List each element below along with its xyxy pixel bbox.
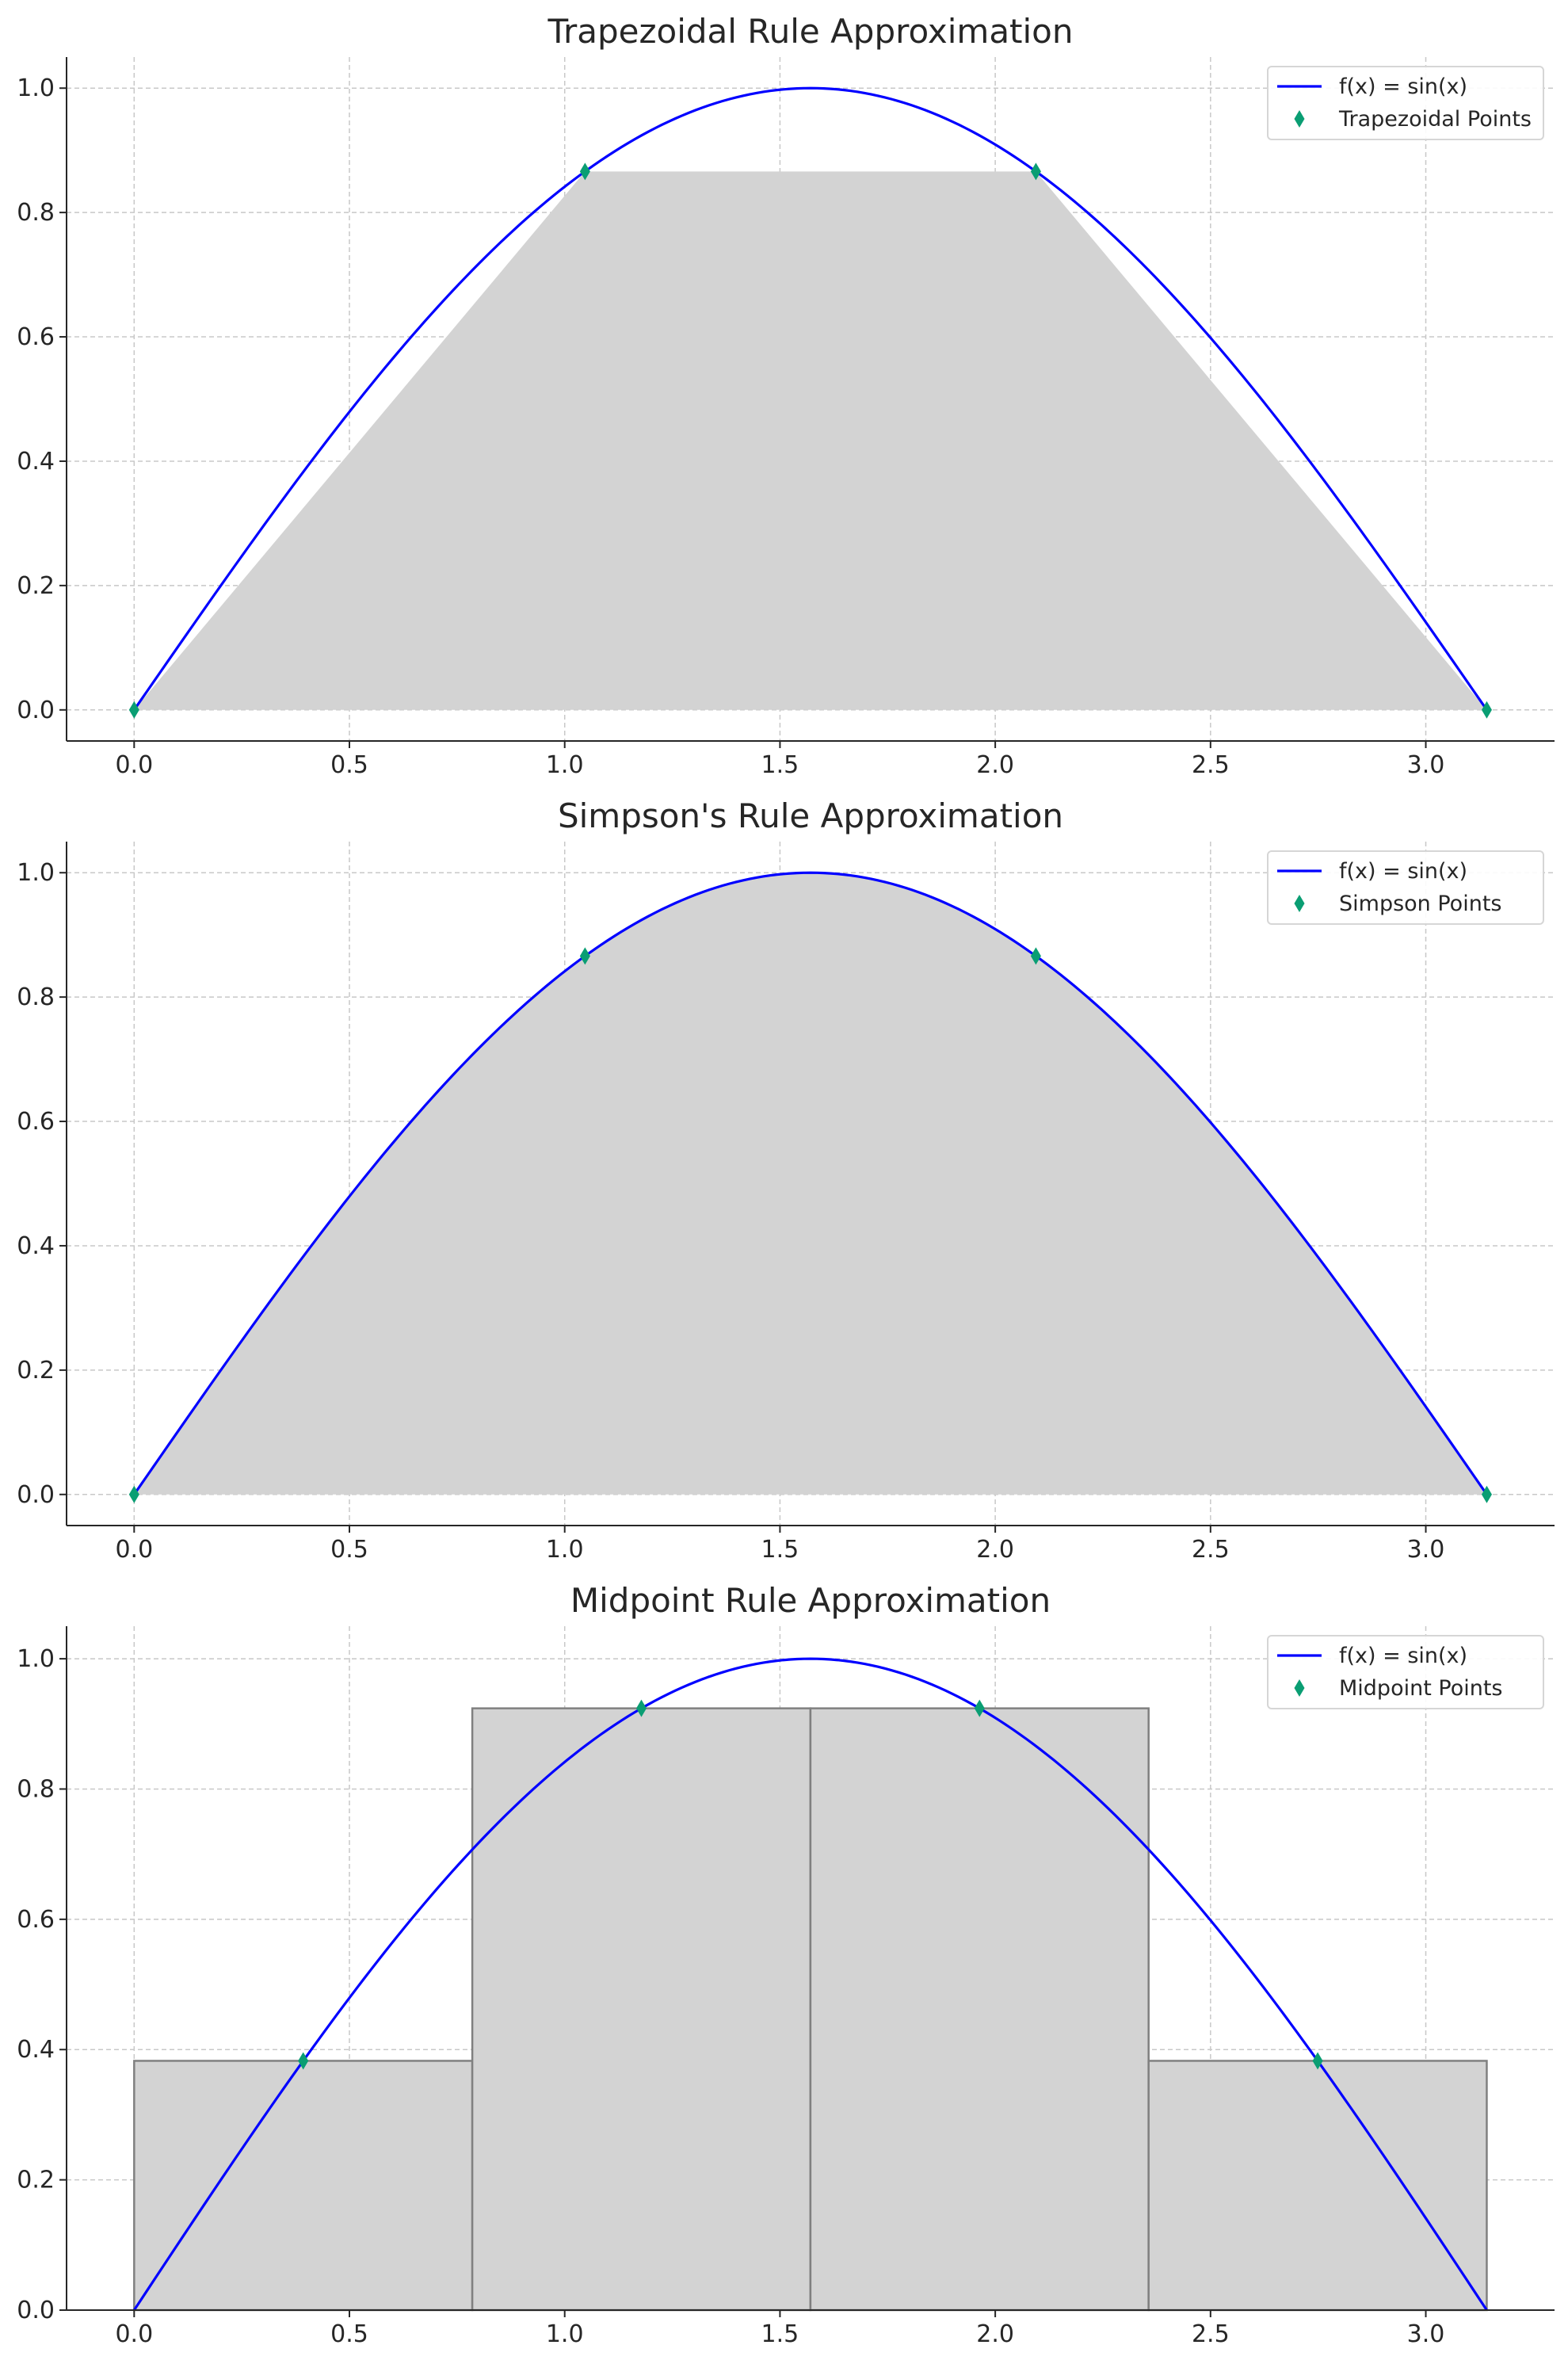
chart-3-x-tick-label: 3.0	[1407, 2320, 1445, 2348]
chart-3-midpoint-bar	[809, 1707, 1150, 2312]
chart-1-area-fill	[134, 171, 1487, 710]
chart-2-point	[1481, 1485, 1492, 1503]
chart-3-x-tick-label: 0.5	[330, 2320, 368, 2348]
chart-3-y-tick-label: 0.8	[17, 1775, 55, 1803]
chart-1-y-tick-label: 0.2	[17, 572, 55, 600]
chart-3-legend: f(x) = sin(x) Midpoint Points	[1267, 1635, 1544, 1709]
chart-2-x-tick-label: 2.5	[1192, 1536, 1230, 1564]
chart-2-x-tick-label: 1.0	[546, 1536, 584, 1564]
chart-2-y-tick-label: 0.4	[17, 1232, 55, 1260]
chart-3-midpoint-bar	[133, 2060, 474, 2312]
chart-1-point	[128, 701, 139, 719]
chart-3-x-tick-label: 0.0	[115, 2320, 153, 2348]
chart-2-point	[1030, 947, 1041, 965]
chart-1-legend-label-points: Trapezoidal Points	[1338, 107, 1532, 132]
chart-1-x-tick-label: 0.0	[115, 751, 153, 779]
chart-3-y-tick-label: 0.4	[17, 2036, 55, 2064]
chart-1-y-tick-label: 0.8	[17, 199, 55, 227]
chart-1-x-tick-label: 1.0	[546, 751, 584, 779]
chart-1-x-tick-label: 2.5	[1192, 751, 1230, 779]
chart-1-y-tick-label: 1.0	[17, 74, 55, 102]
chart-3-y-tick-label: 1.0	[17, 1645, 55, 1673]
chart-2-y-tick-label: 0.0	[17, 1481, 55, 1509]
chart-1-legend-label-curve: f(x) = sin(x)	[1339, 74, 1467, 99]
chart-1-legend: f(x) = sin(x) Trapezoidal Points	[1267, 66, 1544, 140]
chart-1-point	[579, 162, 590, 181]
chart-3-point	[974, 1699, 985, 1717]
chart-3-point	[635, 1699, 647, 1717]
chart-2-legend-point-swatch	[1294, 895, 1305, 912]
chart-2-legend-box	[1267, 850, 1544, 925]
chart-1-x-tick-label: 1.5	[761, 751, 799, 779]
chart-1-x-tick-label: 2.0	[976, 751, 1014, 779]
chart-2-legend-label-points: Simpson Points	[1339, 892, 1501, 916]
chart-3-x-tick-label: 2.0	[976, 2320, 1014, 2348]
chart-3-point	[298, 2052, 309, 2070]
chart-1-title: Trapezoidal Rule Approximation	[547, 12, 1073, 51]
chart-3-legend-label-curve: f(x) = sin(x)	[1339, 1644, 1467, 1668]
chart-3-title: Midpoint Rule Approximation	[570, 1581, 1051, 1620]
chart-3-legend-point-swatch	[1294, 1679, 1305, 1697]
chart-2-x-tick-label: 2.0	[976, 1536, 1014, 1564]
chart-2-x-tick-label: 1.5	[761, 1536, 799, 1564]
chart-2-x-tick-label: 0.5	[330, 1536, 368, 1564]
chart-3-y-tick-label: 0.2	[17, 2167, 55, 2194]
chart-2-y-tick-label: 0.6	[17, 1108, 55, 1136]
chart-1-legend-point-swatch	[1294, 110, 1305, 128]
chart-1-curve-line	[132, 86, 1488, 711]
chart-3-x-tick-label: 1.0	[546, 2320, 584, 2348]
chart-2-title: Simpson's Rule Approximation	[558, 796, 1063, 835]
chart-2-curve-line	[132, 871, 1488, 1495]
chart-2-point	[128, 1485, 139, 1503]
chart-2-legend-label-curve: f(x) = sin(x)	[1339, 859, 1467, 884]
subplot-1: 0.0 0.5 1.0 1.5 2.0 2.5 3.0 0.0 0.2 0.4 0.6 0.8 1.0 T…	[17, 12, 1555, 779]
chart-3-legend-box	[1267, 1635, 1544, 1709]
subplot-2: 0.0 0.5 1.0 1.5 2.0 2.5 3.0 0.0 0.2 0.4 0.6 0.8 1.0 S…	[17, 796, 1555, 1564]
chart-2-x-tick-label: 0.0	[115, 1536, 153, 1564]
chart-3-curve-line	[132, 1657, 1488, 2311]
chart-1-point	[1481, 701, 1492, 719]
chart-1-point	[1030, 162, 1041, 181]
chart-2-y-tick-label: 0.2	[17, 1357, 55, 1384]
chart-2-x-tick-label: 3.0	[1407, 1536, 1445, 1564]
chart-3-y-tick-label: 0.0	[17, 2297, 55, 2324]
chart-1-y-tick-label: 0.0	[17, 697, 55, 724]
chart-3-x-tick-label: 1.5	[761, 2320, 799, 2348]
chart-1-legend-box	[1267, 66, 1544, 140]
chart-2-legend: f(x) = sin(x) Simpson Points	[1267, 850, 1544, 925]
chart-1-x-tick-label: 3.0	[1407, 751, 1445, 779]
chart-3-legend-label-points: Midpoint Points	[1339, 1676, 1502, 1701]
chart-3-point	[1312, 2052, 1323, 2070]
chart-1-x-tick-label: 0.5	[330, 751, 368, 779]
chart-3-midpoint-bar	[471, 1707, 812, 2312]
chart-2-y-tick-label: 0.8	[17, 983, 55, 1011]
subplot-3: 0.0 0.5 1.0 1.5 2.0 2.5 3.0 0.0 0.2 0.4 0.6 0.8 1.0 M…	[17, 1581, 1555, 2348]
chart-2-y-tick-label: 1.0	[17, 859, 55, 887]
chart-2-point	[579, 947, 590, 965]
chart-3-y-tick-label: 0.6	[17, 1906, 55, 1934]
chart-1-y-tick-label: 0.4	[17, 448, 55, 475]
chart-3-midpoint-bar	[1147, 2060, 1488, 2312]
chart-2-area-fill	[134, 873, 1487, 1495]
chart-3-x-tick-label: 2.5	[1192, 2320, 1230, 2348]
chart-1-y-tick-label: 0.6	[17, 323, 55, 351]
